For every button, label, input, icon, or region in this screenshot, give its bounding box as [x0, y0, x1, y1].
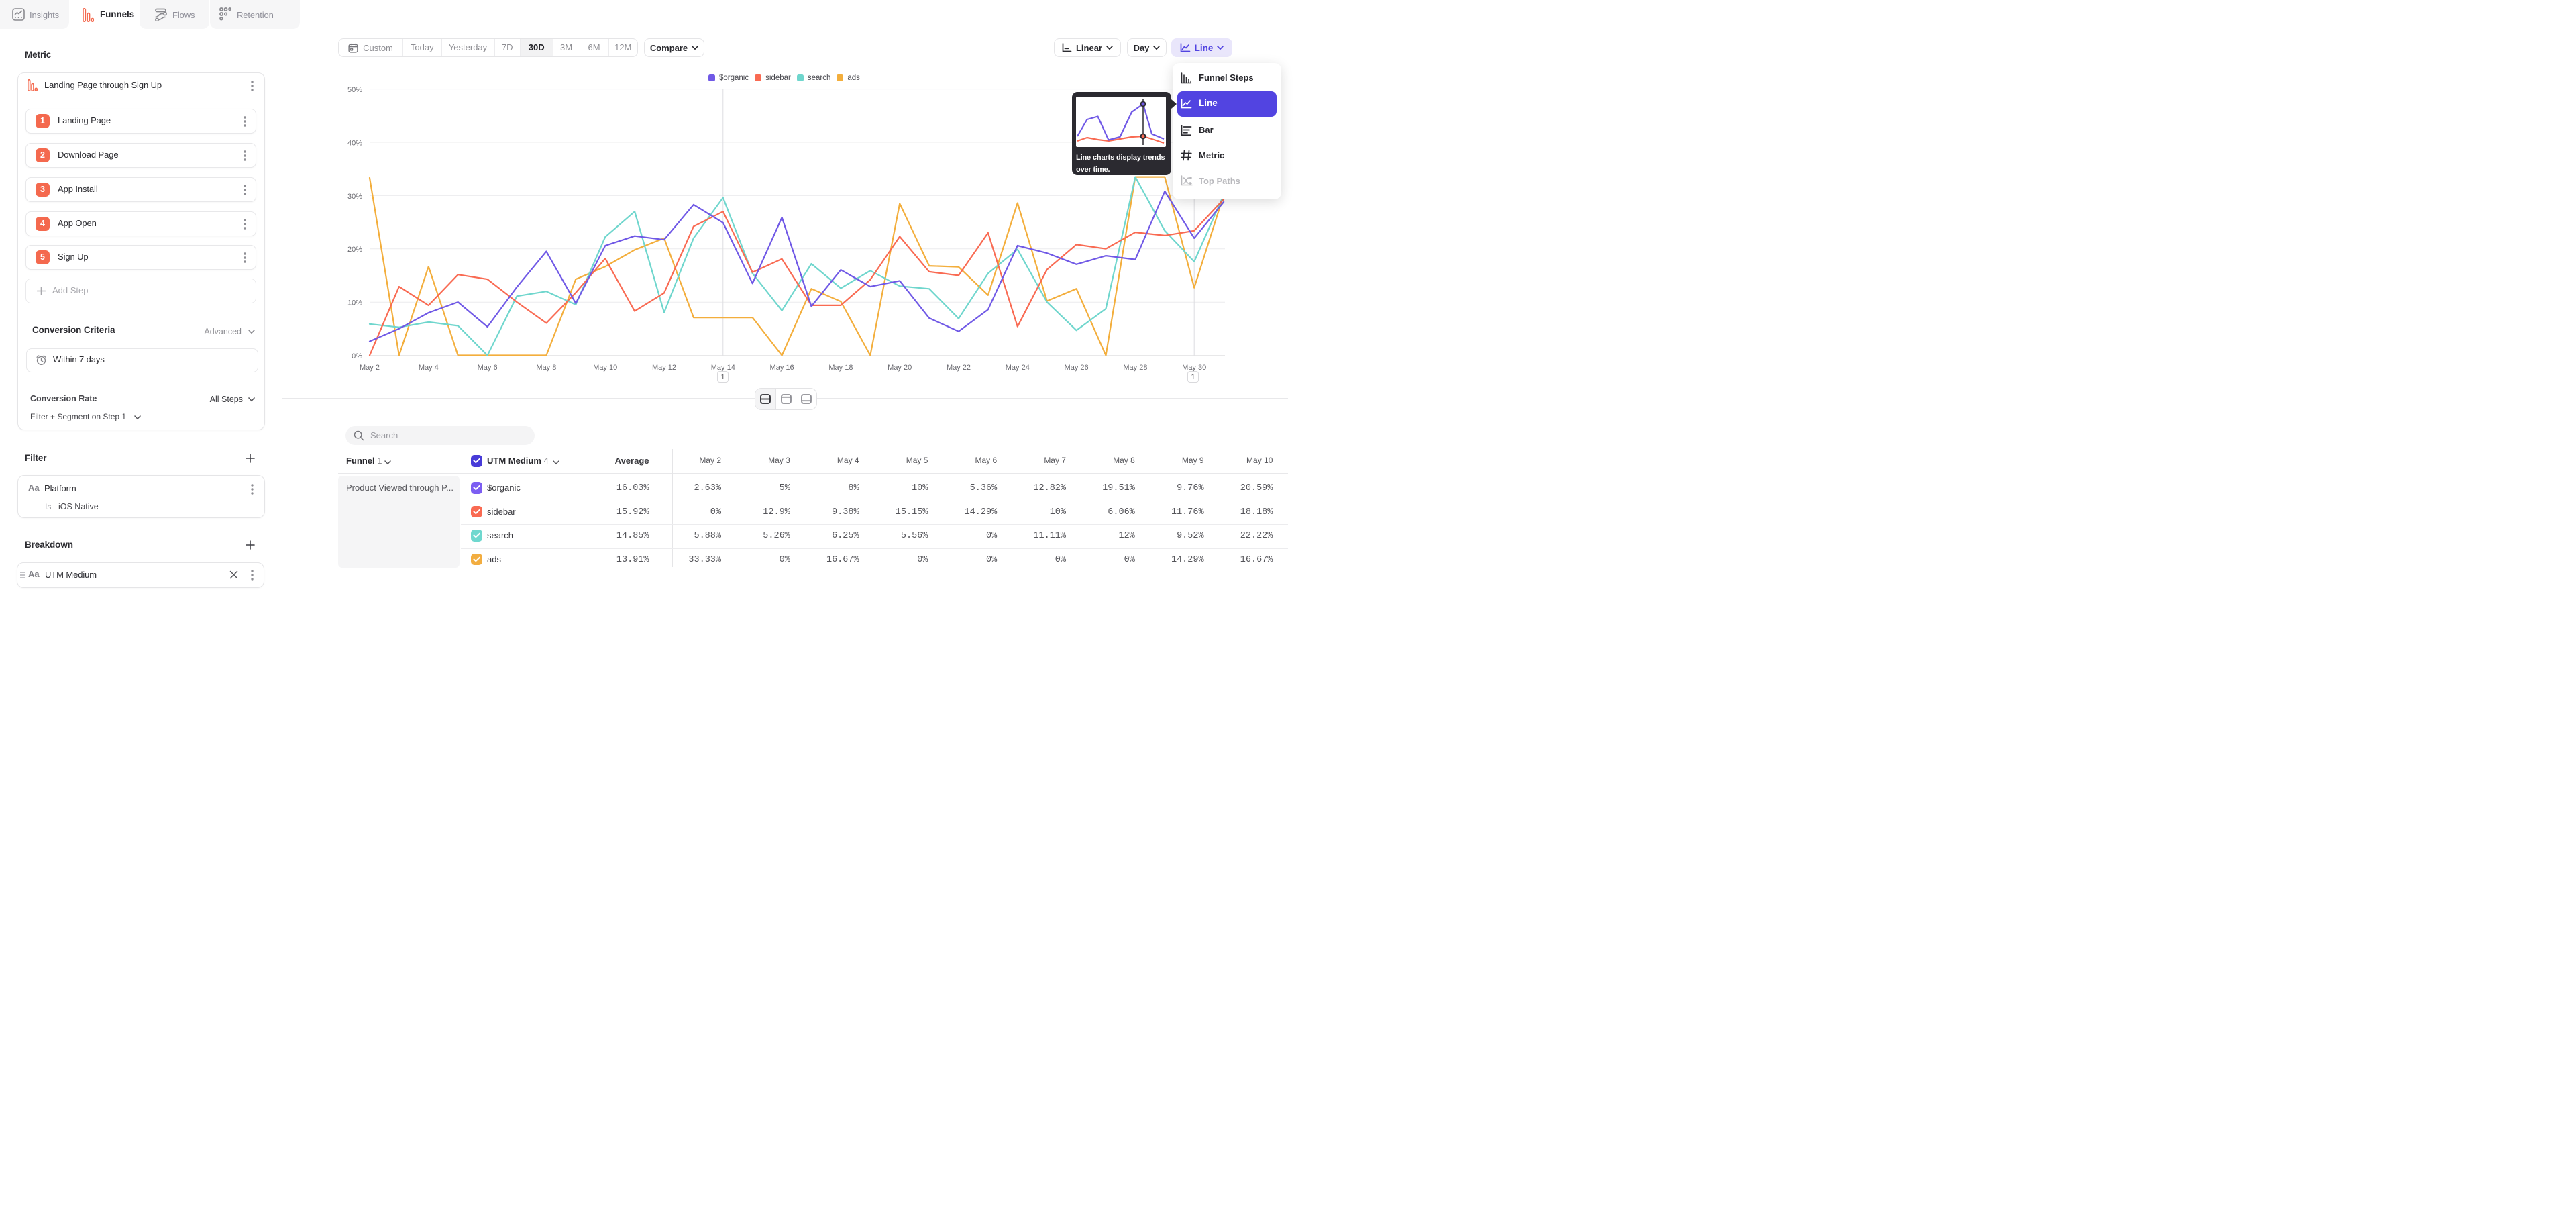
svg-text:10%: 10%: [347, 299, 362, 307]
svg-text:May 4: May 4: [419, 364, 439, 372]
svg-text:May 12: May 12: [652, 364, 676, 372]
svg-text:20%: 20%: [347, 246, 362, 254]
svg-text:30%: 30%: [347, 193, 362, 201]
svg-text:May 18: May 18: [828, 364, 853, 372]
svg-text:May 16: May 16: [770, 364, 794, 372]
svg-text:May 30: May 30: [1182, 364, 1206, 372]
svg-text:May 22: May 22: [947, 364, 971, 372]
svg-text:50%: 50%: [347, 86, 362, 94]
svg-text:May 6: May 6: [478, 364, 498, 372]
svg-text:0%: 0%: [352, 352, 362, 360]
svg-text:May 20: May 20: [888, 364, 912, 372]
svg-text:May 2: May 2: [360, 364, 380, 372]
svg-text:May 26: May 26: [1065, 364, 1089, 372]
svg-text:May 28: May 28: [1123, 364, 1147, 372]
svg-text:May 8: May 8: [536, 364, 556, 372]
svg-text:May 24: May 24: [1006, 364, 1030, 372]
svg-text:May 14: May 14: [711, 364, 735, 372]
svg-text:May 10: May 10: [593, 364, 617, 372]
svg-text:40%: 40%: [347, 139, 362, 147]
